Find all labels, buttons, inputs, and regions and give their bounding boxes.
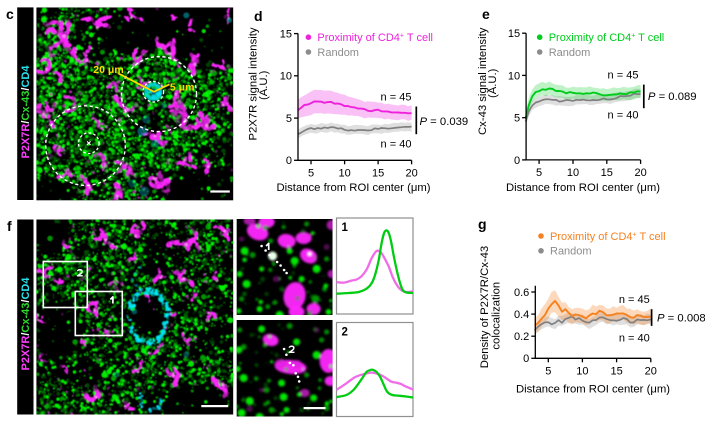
svg-text:15: 15 — [508, 28, 520, 40]
svg-text:e: e — [482, 6, 490, 22]
svg-text:15: 15 — [610, 365, 622, 377]
svg-text:20 μm: 20 μm — [93, 64, 123, 76]
svg-text:P = 0.039: P = 0.039 — [420, 116, 469, 128]
svg-text:15: 15 — [372, 167, 384, 179]
svg-text:Cx-43 signal intensity: Cx-43 signal intensity — [477, 27, 489, 135]
svg-text:P2X7R/Cx-43/CD4: P2X7R/Cx-43/CD4 — [20, 277, 32, 371]
svg-text:Proximity of CD4+ T cell: Proximity of CD4+ T cell — [317, 32, 433, 44]
svg-text:1: 1 — [342, 222, 349, 234]
svg-text:20: 20 — [405, 167, 417, 179]
svg-text:0: 0 — [286, 155, 292, 167]
svg-text:(A.U.): (A.U.) — [487, 68, 499, 98]
svg-text:g: g — [478, 216, 487, 232]
svg-text:5: 5 — [545, 365, 551, 377]
svg-text:Distance from ROI center (μm): Distance from ROI center (μm) — [516, 383, 670, 395]
svg-text:10: 10 — [280, 71, 292, 83]
svg-text:Distance from ROI center (μm): Distance from ROI center (μm) — [276, 182, 430, 194]
svg-text:0: 0 — [514, 155, 520, 167]
svg-text:10: 10 — [508, 70, 520, 82]
svg-text:10: 10 — [338, 167, 350, 179]
svg-text:Proximity of CD4+ T cell: Proximity of CD4+ T cell — [550, 231, 666, 243]
svg-text:n = 40: n = 40 — [381, 139, 412, 151]
svg-text:Density of P2X7R/Cx-43: Density of P2X7R/Cx-43 — [479, 246, 491, 368]
svg-text:n = 40: n = 40 — [608, 109, 639, 121]
svg-text:20: 20 — [645, 365, 657, 377]
svg-text:c: c — [6, 6, 14, 22]
svg-text:(A.U.): (A.U.) — [258, 70, 270, 100]
svg-text:5: 5 — [536, 167, 542, 179]
svg-text:10: 10 — [576, 365, 588, 377]
svg-text:n = 45: n = 45 — [619, 294, 650, 306]
svg-text:Distance from ROI center (μm): Distance from ROI center (μm) — [506, 182, 660, 194]
svg-text:0.6: 0.6 — [514, 287, 529, 299]
svg-text:Proximity of CD4+ T cell: Proximity of CD4+ T cell — [549, 32, 665, 44]
svg-text:n = 45: n = 45 — [608, 70, 639, 82]
svg-text:5: 5 — [286, 113, 292, 125]
svg-text:10: 10 — [567, 167, 579, 179]
svg-text:P2X7R/Cx-43/CD4: P2X7R/Cx-43/CD4 — [20, 65, 32, 159]
svg-text:5 μm: 5 μm — [170, 82, 195, 94]
svg-text:Random: Random — [317, 47, 359, 59]
svg-text:P = 0.008: P = 0.008 — [657, 313, 705, 325]
svg-text:15: 15 — [601, 167, 613, 179]
svg-text:0.2: 0.2 — [514, 331, 529, 343]
svg-text:Random: Random — [550, 246, 592, 258]
svg-text:P = 0.089: P = 0.089 — [648, 91, 697, 103]
svg-text:Random: Random — [549, 47, 591, 59]
svg-text:n = 40: n = 40 — [619, 333, 650, 345]
svg-text:2: 2 — [342, 327, 348, 339]
svg-text:0.4: 0.4 — [514, 309, 529, 321]
svg-text:0: 0 — [523, 353, 529, 365]
svg-text:5: 5 — [308, 167, 314, 179]
svg-text:P2X7R signal intensity: P2X7R signal intensity — [247, 27, 259, 140]
svg-text:n = 45: n = 45 — [381, 91, 412, 103]
svg-text:5: 5 — [514, 113, 520, 125]
svg-text:f: f — [7, 218, 12, 234]
svg-text:colocalization: colocalization — [491, 282, 503, 350]
svg-text:20: 20 — [634, 167, 646, 179]
svg-text:15: 15 — [280, 29, 292, 41]
svg-text:d: d — [254, 8, 263, 24]
